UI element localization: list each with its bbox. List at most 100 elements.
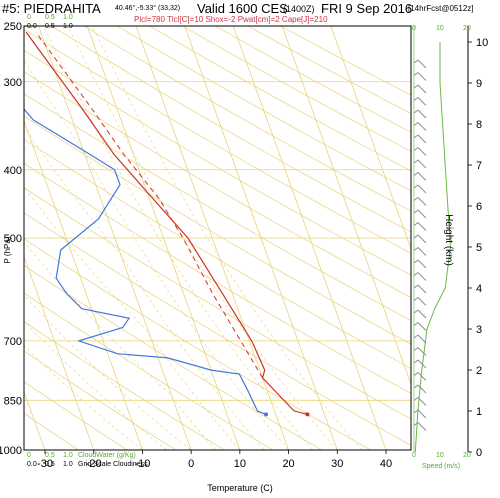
wind-barb <box>417 222 427 231</box>
wind-barb <box>417 397 427 406</box>
wind-barb <box>417 259 427 269</box>
wind-barb <box>417 72 427 81</box>
dry-adiabat <box>24 265 323 450</box>
wind-barb-flag <box>413 359 419 364</box>
wind-barb <box>417 209 427 219</box>
wind-barb-flag <box>413 97 419 101</box>
background-lines <box>24 26 411 450</box>
wind-barb-flag <box>413 134 419 139</box>
wind-barb <box>417 84 427 94</box>
wind-barb <box>417 272 427 281</box>
wind-barb <box>417 284 427 294</box>
height-tick-label: 8 <box>476 119 482 131</box>
dry-adiabat <box>24 381 128 450</box>
wind-barb-flag <box>413 59 419 64</box>
wind-barb <box>417 372 427 381</box>
wind-barb <box>417 234 427 244</box>
x-axis-label: Temperature (C) <box>207 483 273 493</box>
wind-barb-flag <box>413 284 419 289</box>
height-tick-label: 2 <box>476 365 482 377</box>
wind-barb <box>417 122 427 131</box>
cl-tick-0: 0.0 <box>27 461 37 468</box>
station-coords: 40.46°,-5.33° (33,32) <box>115 5 181 12</box>
wind-barb-flag <box>413 234 419 239</box>
wind-barb-flag <box>413 397 419 401</box>
wind-barb-flag <box>413 309 419 314</box>
height-tick-label: 0 <box>476 447 482 459</box>
dry-adiabat <box>24 187 411 420</box>
top-speed-tick-0: 0 <box>412 25 416 32</box>
wind-barb <box>417 384 427 394</box>
wind-barb <box>417 297 427 306</box>
wind-barb <box>417 309 427 319</box>
dry-adiabat <box>24 350 176 450</box>
p-tick-label: 500 <box>4 233 22 245</box>
wind-barb-flag <box>413 347 419 351</box>
height-tick-label: 9 <box>476 78 482 90</box>
moist-adiabat <box>24 126 265 450</box>
pressure-tick-labels: 250 300 400 500 700 850 1000 <box>0 21 22 457</box>
dry-adiabat <box>24 238 371 450</box>
height-tick-label: 6 <box>476 201 482 213</box>
wind-barb-flag <box>413 122 419 126</box>
speed-label: Speed (m/s) <box>422 463 461 470</box>
height-tick-label: 4 <box>476 283 482 295</box>
forecast-run: [14hrFcst@0512z] <box>408 4 474 13</box>
dry-adiabat <box>182 26 411 152</box>
cloudwater-label: CloudWater (g/Kg) <box>78 452 136 459</box>
wind-barb <box>417 359 427 369</box>
dry-adiabat <box>116 26 411 192</box>
dry-adiabat <box>24 71 411 299</box>
top-speed-tick-2: 20 <box>463 25 471 32</box>
height-tick-label: 7 <box>476 160 482 172</box>
p-tick-label: 700 <box>4 336 22 348</box>
wind-barb-flag <box>413 409 419 414</box>
height-tick-labels: 0 1 2 3 4 5 6 7 8 9 10 <box>468 37 488 459</box>
top-cl-tick-1: 0.5 <box>45 23 55 30</box>
cw-tick-1: 0.5 <box>45 452 55 459</box>
wind-barb-flag <box>413 222 419 226</box>
temp-surface-point <box>305 412 310 417</box>
sounding-indices: Plcl=780 Tlcl[C]=10 Shox=-2 Pwat[cm]=2 C… <box>134 15 328 24</box>
wind-barb-flag <box>413 272 419 276</box>
wind-barb <box>417 322 427 331</box>
parcel-line <box>35 31 264 379</box>
dry-adiabat <box>24 138 411 369</box>
dry-adiabat <box>24 162 411 394</box>
isotherm-line <box>86 26 241 450</box>
wind-barb-flag <box>413 259 419 264</box>
x-tick-label: -20 <box>86 458 102 470</box>
height-tick-label: 5 <box>476 242 482 254</box>
dry-adiabat <box>84 26 411 212</box>
wind-barb-flag <box>413 372 419 376</box>
wind-barb-flag <box>413 72 419 76</box>
p-tick-label: 300 <box>4 77 22 89</box>
plot-frame <box>23 25 412 451</box>
moist-adiabat <box>43 26 314 450</box>
wind-barb <box>417 334 427 344</box>
zulu-time: (1400Z) <box>283 4 315 14</box>
wind-barb <box>417 159 427 169</box>
profiles <box>24 31 310 417</box>
cw-tick-0: 0 <box>27 452 31 459</box>
speed-tick-1: 10 <box>436 452 444 459</box>
speed-tick-0: 0 <box>412 452 416 459</box>
wind-barb <box>417 147 427 156</box>
wind-barb-flag <box>413 109 419 114</box>
x-tick-label: 40 <box>380 458 392 470</box>
isotherm-line <box>330 26 411 250</box>
y-axis-label: P (hPa) <box>3 236 12 263</box>
x-tick-label: -10 <box>134 458 150 470</box>
wind-barb-flag <box>413 334 419 339</box>
dry-adiabat <box>149 26 411 172</box>
x-tick-label: 30 <box>331 458 343 470</box>
speed-curve <box>414 42 451 453</box>
wind-barb <box>417 409 427 419</box>
y2-axis-label: Height (km) <box>443 214 454 266</box>
wind-barb <box>417 134 427 144</box>
x-tick-labels: -30 -20 -10 0 10 20 30 40 <box>37 450 392 470</box>
top-cw-tick-2: 1.0 <box>63 14 73 21</box>
isotherm-line <box>24 119 143 450</box>
wind-barb-flag <box>413 184 419 189</box>
